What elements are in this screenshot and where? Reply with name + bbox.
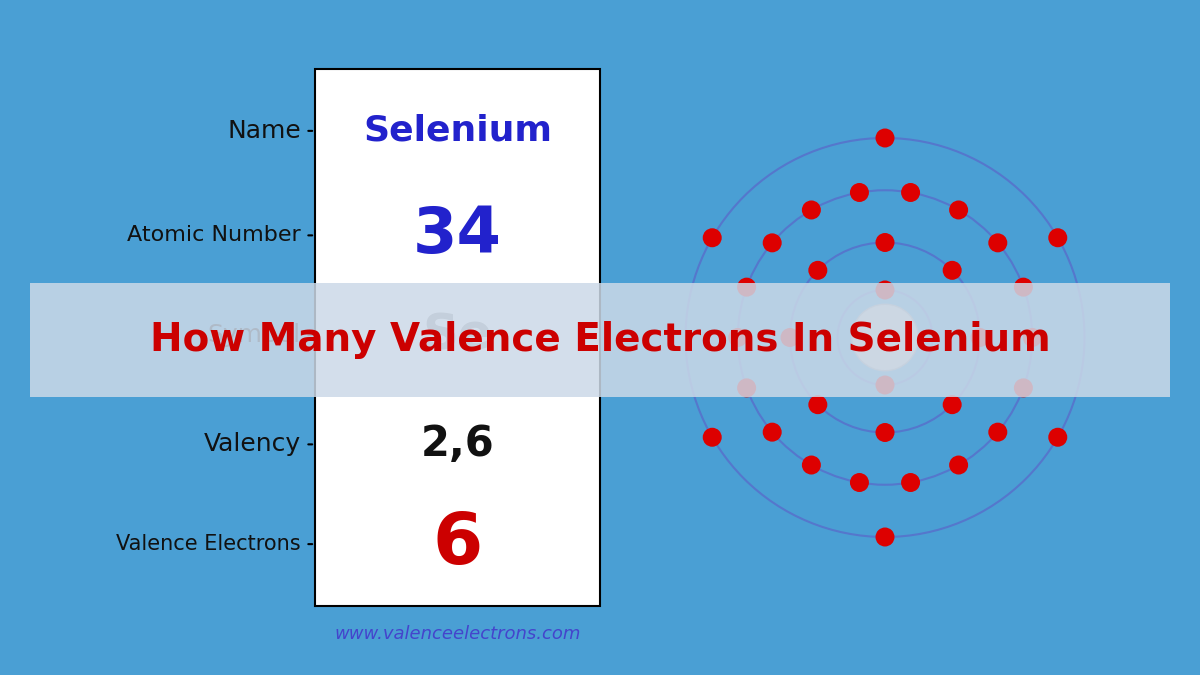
Text: Valency: Valency xyxy=(204,433,301,456)
Circle shape xyxy=(876,527,894,547)
Text: Atomic Number: Atomic Number xyxy=(127,225,301,246)
Circle shape xyxy=(728,328,748,347)
Circle shape xyxy=(852,304,918,371)
Circle shape xyxy=(850,183,869,202)
Circle shape xyxy=(901,183,920,202)
Circle shape xyxy=(802,456,821,475)
Circle shape xyxy=(802,200,821,219)
Circle shape xyxy=(949,456,968,475)
Circle shape xyxy=(763,234,781,252)
Bar xyxy=(30,283,1170,397)
Text: Se: Se xyxy=(422,311,492,359)
Circle shape xyxy=(1014,277,1033,296)
Circle shape xyxy=(989,423,1007,441)
Text: Symbol: Symbol xyxy=(208,323,301,347)
Text: Selenium: Selenium xyxy=(364,114,552,148)
Circle shape xyxy=(1049,428,1067,447)
Circle shape xyxy=(737,277,756,296)
Bar xyxy=(314,69,600,606)
Circle shape xyxy=(809,395,827,414)
Circle shape xyxy=(703,228,721,247)
Circle shape xyxy=(943,261,961,280)
Circle shape xyxy=(1049,228,1067,247)
Circle shape xyxy=(876,375,894,394)
Circle shape xyxy=(737,379,756,398)
Text: Valence Electrons: Valence Electrons xyxy=(116,534,301,554)
Circle shape xyxy=(989,234,1007,252)
Circle shape xyxy=(703,428,721,447)
Text: 6: 6 xyxy=(432,510,482,578)
Text: 34: 34 xyxy=(413,205,502,267)
Circle shape xyxy=(809,261,827,280)
Circle shape xyxy=(1014,379,1033,398)
Circle shape xyxy=(876,281,894,300)
Text: 2,6: 2,6 xyxy=(421,423,494,465)
Circle shape xyxy=(876,128,894,148)
Circle shape xyxy=(780,328,799,347)
Circle shape xyxy=(763,423,781,441)
Text: How Many Valence Electrons In Selenium: How Many Valence Electrons In Selenium xyxy=(150,321,1050,359)
Circle shape xyxy=(1022,328,1042,347)
Circle shape xyxy=(876,423,894,442)
Circle shape xyxy=(901,473,920,492)
Text: www.valenceelectrons.com: www.valenceelectrons.com xyxy=(335,625,581,643)
Circle shape xyxy=(971,328,990,347)
Circle shape xyxy=(943,395,961,414)
Circle shape xyxy=(876,233,894,252)
Text: Name: Name xyxy=(227,119,301,143)
Circle shape xyxy=(850,473,869,492)
Circle shape xyxy=(949,200,968,219)
